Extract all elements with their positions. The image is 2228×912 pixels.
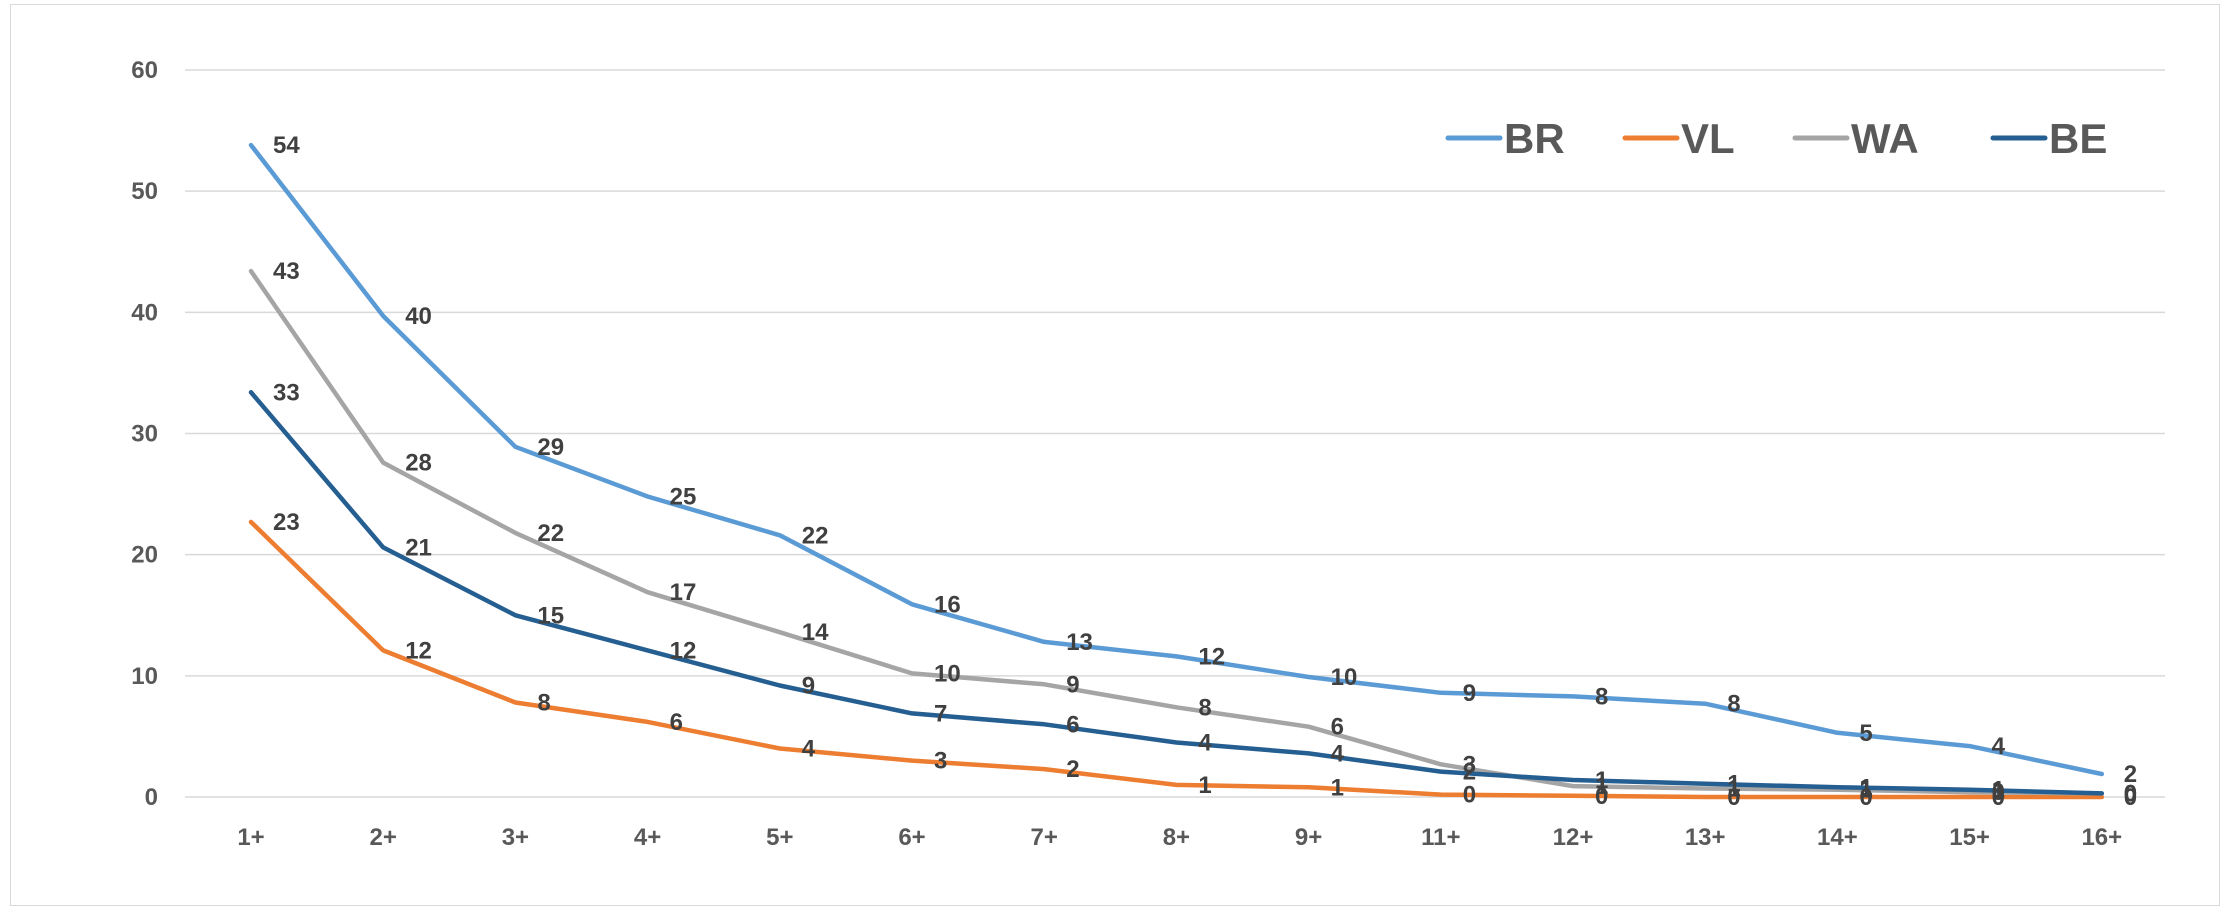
x-tick-label: 9+: [1295, 824, 1322, 851]
x-tick-label: 4+: [634, 824, 661, 851]
y-tick-label: 10: [131, 663, 158, 690]
data-label: 12: [670, 637, 697, 664]
data-label: 28: [405, 450, 432, 477]
y-tick-label: 20: [131, 542, 158, 569]
y-tick-label: 50: [131, 178, 158, 205]
x-tick-label: 7+: [1031, 824, 1058, 851]
x-tick-label: 3+: [502, 824, 529, 851]
data-label: 1: [1992, 777, 2005, 804]
data-label: 54: [273, 132, 300, 159]
y-tick-label: 0: [145, 784, 158, 811]
data-label: 8: [1595, 683, 1608, 710]
data-label: 1: [1727, 776, 1740, 803]
x-tick-label: 16+: [2081, 824, 2122, 851]
x-tick-label: 8+: [1163, 824, 1190, 851]
data-label: 2: [2124, 761, 2137, 788]
data-label: 4: [1331, 740, 1345, 767]
data-label: 1: [1859, 777, 1872, 804]
data-label: 0: [1992, 784, 2005, 811]
legend-label-wa: WA: [1851, 115, 1919, 162]
data-label: 0: [2124, 784, 2137, 811]
data-label: 1: [1595, 767, 1608, 794]
series-line-br: [248, 142, 2105, 777]
data-label: 1: [1331, 774, 1344, 801]
data-label: 22: [537, 520, 564, 547]
data-label: 0: [2124, 780, 2137, 807]
x-tick-label: 15+: [1949, 824, 1990, 851]
data-label: 2: [1066, 756, 1079, 783]
data-label: 4: [1198, 729, 1212, 756]
data-label: 40: [405, 303, 432, 330]
data-label: 1: [1727, 771, 1740, 798]
data-label: 4: [802, 736, 816, 763]
data-label: 16: [934, 591, 961, 618]
data-label: 6: [1066, 711, 1079, 738]
series-line-vl: [248, 519, 2105, 800]
series-line-wa: [248, 268, 2105, 796]
data-label: 12: [1198, 643, 1225, 670]
x-tick-label: 13+: [1685, 824, 1726, 851]
data-label: 1: [1859, 774, 1872, 801]
data-label: 2: [1463, 759, 1476, 786]
data-label: 0: [1463, 782, 1476, 809]
data-label: 25: [670, 484, 697, 511]
data-label: 9: [1463, 680, 1476, 707]
data-label: 15: [537, 602, 564, 629]
y-tick-label: 60: [131, 57, 158, 84]
data-label: 22: [802, 522, 829, 549]
data-label: 6: [670, 709, 683, 736]
data-label: 0: [1595, 783, 1608, 810]
data-label: 6: [1331, 714, 1344, 741]
data-label: 9: [1066, 671, 1079, 698]
data-label: 17: [670, 579, 697, 606]
data-label: 43: [273, 258, 300, 285]
x-tick-label: 11+: [1421, 824, 1460, 851]
legend-label-be: BE: [2049, 115, 2107, 162]
data-label: 3: [1463, 751, 1476, 778]
data-label: 3: [934, 748, 947, 775]
data-label: 33: [273, 379, 300, 406]
data-label: 29: [537, 434, 564, 461]
data-label: 0: [1727, 784, 1740, 811]
y-tick-label: 30: [131, 421, 158, 448]
data-label: 8: [1198, 694, 1211, 721]
x-tick-label: 2+: [370, 824, 397, 851]
data-label: 8: [537, 689, 550, 716]
data-label: 7: [934, 700, 947, 727]
x-tick-label: 6+: [898, 824, 925, 851]
data-label: 4: [1992, 733, 2006, 760]
x-tick-label: 5+: [766, 824, 793, 851]
data-label: 8: [1727, 691, 1740, 718]
data-label: 12: [405, 637, 432, 664]
data-label: 13: [1066, 629, 1093, 656]
data-label: 0: [1992, 779, 2005, 806]
data-label: 5: [1859, 720, 1872, 747]
data-label: 14: [802, 619, 829, 646]
data-label: 21: [405, 534, 432, 561]
series-line-be: [248, 390, 2105, 796]
data-label: 10: [934, 660, 961, 687]
data-label: 0: [2124, 780, 2137, 807]
data-label: 1: [1198, 772, 1211, 799]
legend-label-br: BR: [1504, 115, 1565, 162]
data-label: 10: [1331, 664, 1358, 691]
data-label: 9: [802, 673, 815, 700]
x-tick-label: 1+: [237, 824, 264, 851]
legend-label-vl: VL: [1681, 115, 1735, 162]
x-tick-label: 12+: [1553, 824, 1594, 851]
y-tick-label: 40: [131, 299, 158, 326]
data-label: 1: [1595, 773, 1608, 800]
data-label: 23: [273, 509, 300, 536]
x-tick-label: 14+: [1817, 824, 1858, 851]
data-label: 0: [1859, 784, 1872, 811]
